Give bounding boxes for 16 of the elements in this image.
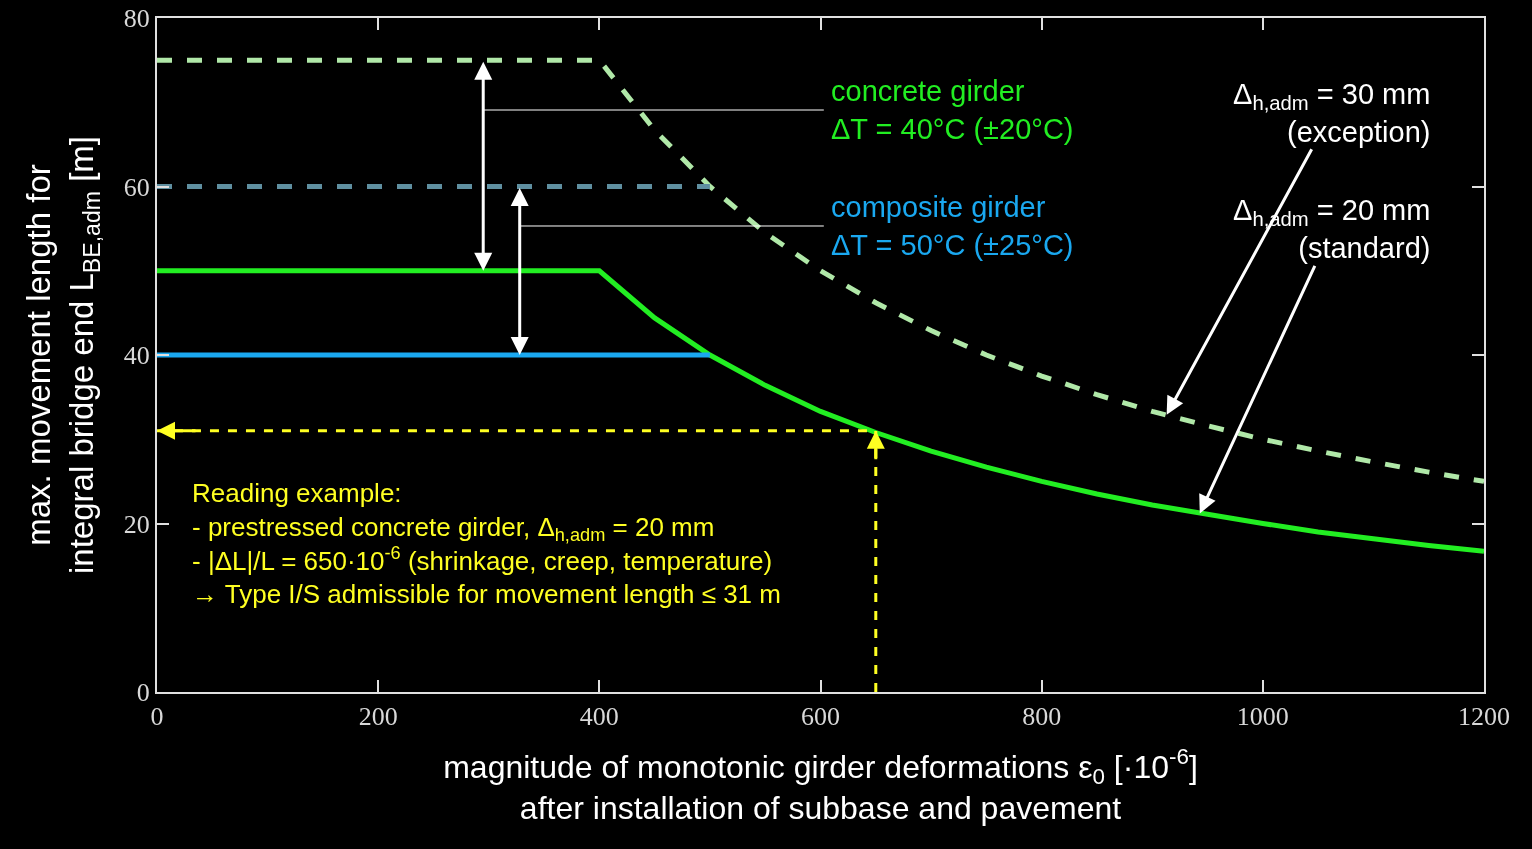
text: Reading example: - prestressed concrete girder, Δ$_{h,adm}$ = 20 mm - |ΔL|/L = 650·10$^{-6}$ (shrinkage, creep, temperature) → Type I/S admissible for movement length ≤ 31 m: [192, 478, 781, 610]
y-tick-label: 80: [123, 4, 150, 34]
x-tick-label: 600: [801, 702, 840, 732]
x-tick-label: 200: [358, 702, 398, 732]
y-tick-label: 60: [123, 172, 150, 202]
annotation: Δ$_{h,adm}$ = 30 mm (exception): [1233, 78, 1431, 148]
annotation: concrete girder ΔT = 40°C (±20°C): [831, 75, 1074, 145]
y-tick-label: 20: [123, 509, 150, 539]
y-tick-label: 40: [123, 341, 150, 371]
y-tick-label: 0: [136, 678, 150, 708]
x-tick-label: 400: [579, 702, 619, 732]
x-tick-label: 800: [1022, 702, 1062, 732]
text: magnitude of monotonic girder deformations ε$_{0}$ [·10$^{-6}$] after installation of subbase and pavement: [443, 744, 1198, 827]
x-tick-label: 1000: [1236, 702, 1289, 732]
x-tick-label: 1200: [1458, 702, 1510, 732]
annotation: composite girder ΔT = 50°C (±25°C): [831, 191, 1074, 261]
